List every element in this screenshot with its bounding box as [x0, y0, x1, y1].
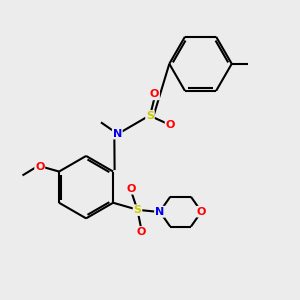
Text: O: O — [150, 89, 159, 99]
Text: O: O — [126, 184, 136, 194]
Text: O: O — [166, 120, 175, 130]
Text: N: N — [155, 207, 164, 217]
Text: N: N — [113, 129, 122, 139]
Text: S: S — [146, 111, 154, 121]
Text: N: N — [155, 207, 164, 217]
Text: S: S — [134, 205, 142, 215]
Text: O: O — [35, 162, 44, 172]
Text: O: O — [197, 207, 206, 217]
Text: O: O — [137, 227, 146, 237]
